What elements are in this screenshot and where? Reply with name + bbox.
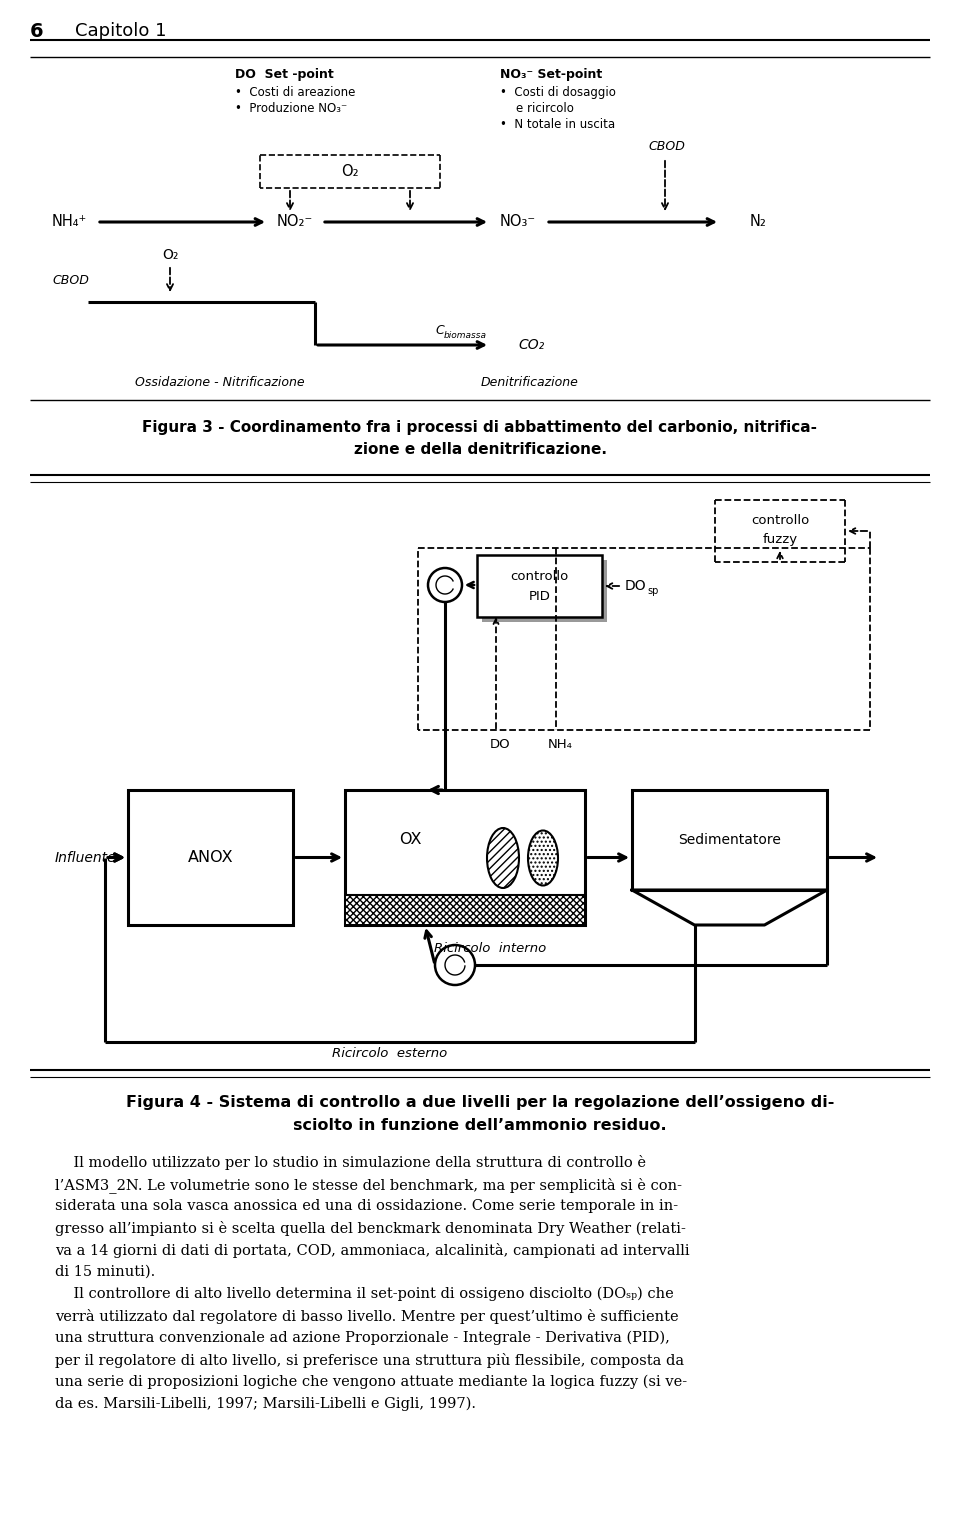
Text: Figura 4 - Sistema di controllo a due livelli per la regolazione dell’ossigeno d: Figura 4 - Sistema di controllo a due li…	[126, 1095, 834, 1110]
Text: l’ASM3_2N. Le volumetrie sono le stesse del benchmark, ma per semplicità si è co: l’ASM3_2N. Le volumetrie sono le stesse …	[55, 1176, 682, 1193]
Text: N₂: N₂	[750, 214, 767, 229]
Text: Il controllore di alto livello determina il set-point di ossigeno disciolto (DOₛ: Il controllore di alto livello determina…	[55, 1287, 674, 1301]
Text: Denitrificazione: Denitrificazione	[481, 376, 579, 388]
Ellipse shape	[487, 828, 519, 888]
Text: OX: OX	[398, 832, 421, 847]
Text: Figura 3 - Coordinamento fra i processi di abbattimento del carbonio, nitrifica-: Figura 3 - Coordinamento fra i processi …	[142, 420, 818, 435]
Circle shape	[428, 568, 462, 602]
Text: sp: sp	[647, 587, 659, 596]
Text: una serie di proposizioni logiche che vengono attuate mediante la logica fuzzy (: una serie di proposizioni logiche che ve…	[55, 1375, 687, 1389]
Text: va a 14 giorni di dati di portata, COD, ammoniaca, alcalinità, campionati ad int: va a 14 giorni di dati di portata, COD, …	[55, 1243, 689, 1258]
Text: NH₄⁺: NH₄⁺	[52, 214, 87, 229]
Text: DO: DO	[490, 738, 511, 750]
Text: ANOX: ANOX	[188, 850, 233, 866]
Bar	[477, 555, 602, 617]
Text: da es. Marsili-Libelli, 1997; Marsili-Libelli e Gigli, 1997).: da es. Marsili-Libelli, 1997; Marsili-Li…	[55, 1398, 476, 1411]
Circle shape	[435, 944, 475, 985]
Text: CBOD: CBOD	[52, 273, 89, 287]
Text: NO₂⁻: NO₂⁻	[276, 214, 313, 229]
Text: CBOD: CBOD	[648, 139, 684, 153]
Text: verrà utilizzato dal regolatore di basso livello. Mentre per quest’ultimo è suff: verrà utilizzato dal regolatore di basso…	[55, 1308, 679, 1323]
Text: di 15 minuti).: di 15 minuti).	[55, 1264, 156, 1280]
Text: •  Costi di areazione: • Costi di areazione	[235, 86, 355, 99]
Text: 6: 6	[30, 23, 43, 41]
Text: •  Produzione NO₃⁻: • Produzione NO₃⁻	[235, 102, 348, 115]
Text: NH₄: NH₄	[548, 738, 573, 750]
Text: sciolto in funzione dell’ammonio residuo.: sciolto in funzione dell’ammonio residuo…	[293, 1117, 667, 1132]
Text: siderata una sola vasca anossica ed una di ossidazione. Come serie temporale in : siderata una sola vasca anossica ed una …	[55, 1199, 678, 1213]
Text: gresso all’impianto si è scelta quella del benckmark denominata Dry Weather (rel: gresso all’impianto si è scelta quella d…	[55, 1220, 685, 1236]
Text: Sedimentatore: Sedimentatore	[678, 832, 780, 847]
Text: DO: DO	[625, 579, 647, 593]
Ellipse shape	[528, 831, 558, 885]
Text: Ricircolo  interno: Ricircolo interno	[434, 941, 546, 955]
Text: Capitolo 1: Capitolo 1	[75, 23, 166, 39]
Text: Ricircolo  esterno: Ricircolo esterno	[332, 1048, 447, 1060]
Text: C: C	[435, 324, 444, 338]
Text: fuzzy: fuzzy	[762, 534, 798, 546]
Text: PID: PID	[529, 591, 550, 603]
Text: O₂: O₂	[162, 249, 179, 262]
Text: CO₂: CO₂	[518, 338, 544, 352]
Text: Influente: Influente	[55, 850, 116, 864]
Bar	[632, 790, 827, 890]
Text: per il regolatore di alto livello, si preferisce una struttura più flessibile, c: per il regolatore di alto livello, si pr…	[55, 1352, 684, 1367]
Text: DO  Set -point: DO Set -point	[235, 68, 334, 80]
Text: zione e della denitrificazione.: zione e della denitrificazione.	[353, 443, 607, 456]
Text: Ossidazione - Nitrificazione: Ossidazione - Nitrificazione	[135, 376, 305, 388]
Text: controllo: controllo	[751, 514, 809, 526]
Text: biomassa: biomassa	[444, 332, 487, 341]
Text: controllo: controllo	[511, 570, 568, 584]
Text: e ricircolo: e ricircolo	[516, 102, 574, 115]
Bar	[346, 894, 584, 923]
Text: Il modello utilizzato per lo studio in simulazione della struttura di controllo : Il modello utilizzato per lo studio in s…	[55, 1155, 646, 1170]
Bar	[345, 790, 585, 925]
Text: •  Costi di dosaggio: • Costi di dosaggio	[500, 86, 616, 99]
Text: O₂: O₂	[341, 164, 359, 179]
Text: •  N totale in uscita: • N totale in uscita	[500, 118, 615, 130]
Bar	[482, 559, 607, 622]
Text: una struttura convenzionale ad azione Proporzionale - Integrale - Derivativa (PI: una struttura convenzionale ad azione Pr…	[55, 1331, 670, 1345]
Text: NO₃⁻: NO₃⁻	[500, 214, 536, 229]
Bar	[128, 790, 293, 925]
Text: NO₃⁻ Set-point: NO₃⁻ Set-point	[500, 68, 602, 80]
